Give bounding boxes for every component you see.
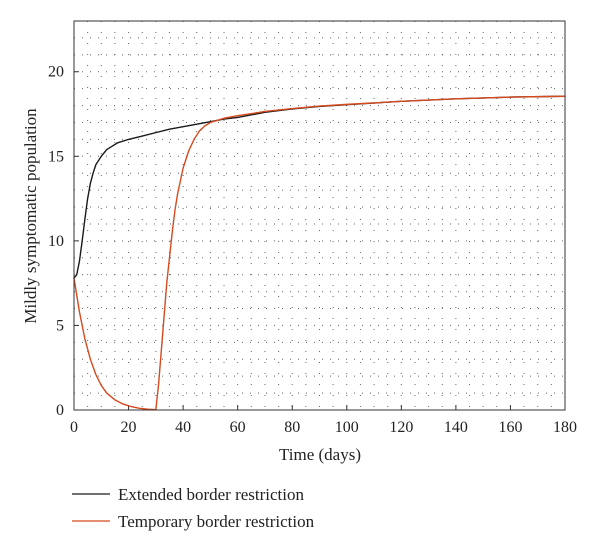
plot-frame (73, 20, 566, 411)
x-tick-label: 180 (553, 419, 577, 436)
legend-item-extended: Extended border restriction (72, 485, 304, 504)
x-tick-label: 100 (335, 419, 359, 436)
x-tick-label: 20 (121, 419, 137, 436)
axes: 0 20 40 60 80 100 120 140 160 180 0 5 10 15 20 (48, 64, 577, 436)
x-tick-label: 60 (230, 419, 246, 436)
x-tick-label: 120 (389, 419, 413, 436)
legend-label-temporary: Temporary border restriction (118, 512, 315, 531)
series-line-temporary (73, 95, 566, 411)
y-axis-title: Mildly symptomatic population (21, 108, 40, 324)
y-tick-label: 15 (48, 148, 64, 165)
x-tick-label: 160 (498, 419, 522, 436)
legend-label-extended: Extended border restriction (118, 485, 304, 504)
legend-item-temporary: Temporary border restriction (72, 512, 315, 531)
x-tick-label: 80 (284, 419, 300, 436)
y-tick-label: 20 (48, 64, 64, 81)
y-tick-label: 5 (56, 317, 64, 334)
plot-background (74, 21, 565, 410)
y-tick-label: 0 (56, 402, 64, 419)
legend: Extended border restriction Temporary bo… (72, 485, 315, 531)
x-axis-title: Time (days) (279, 445, 361, 464)
y-tick-label: 10 (48, 233, 64, 250)
x-tick-label: 140 (444, 419, 468, 436)
series-group (73, 95, 566, 411)
x-tick-label: 40 (175, 419, 191, 436)
x-tick-label: 0 (70, 419, 78, 436)
